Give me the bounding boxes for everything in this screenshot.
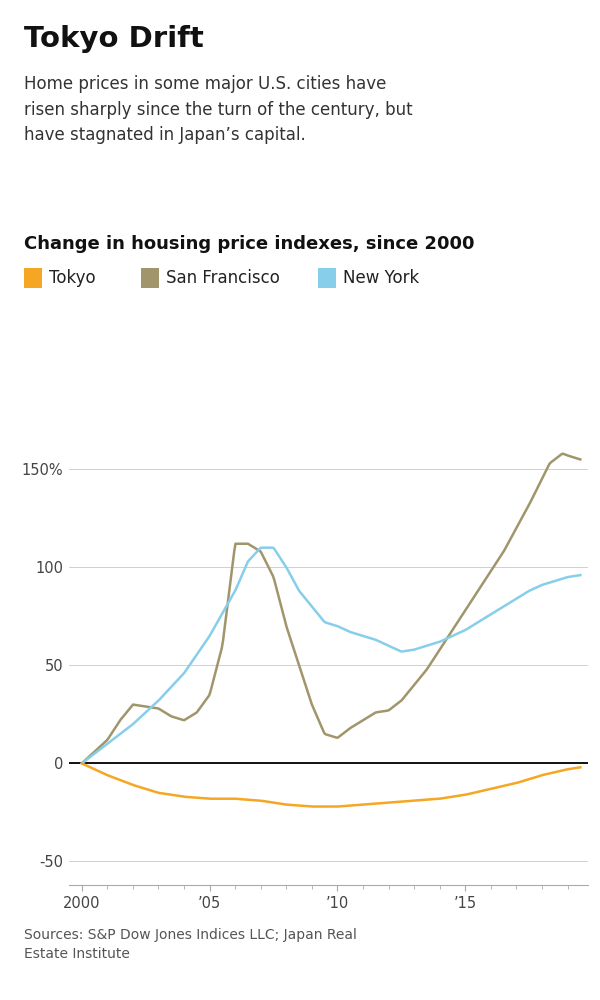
Text: Change in housing price indexes, since 2000: Change in housing price indexes, since 2… bbox=[24, 235, 475, 253]
Text: Sources: S&P Dow Jones Indices LLC; Japan Real
Estate Institute: Sources: S&P Dow Jones Indices LLC; Japa… bbox=[24, 928, 357, 961]
Text: New York: New York bbox=[343, 269, 419, 287]
Text: San Francisco: San Francisco bbox=[166, 269, 280, 287]
Text: Tokyo: Tokyo bbox=[49, 269, 96, 287]
Text: Home prices in some major U.S. cities have
risen sharply since the turn of the c: Home prices in some major U.S. cities ha… bbox=[24, 75, 413, 144]
Text: Tokyo Drift: Tokyo Drift bbox=[24, 25, 204, 53]
